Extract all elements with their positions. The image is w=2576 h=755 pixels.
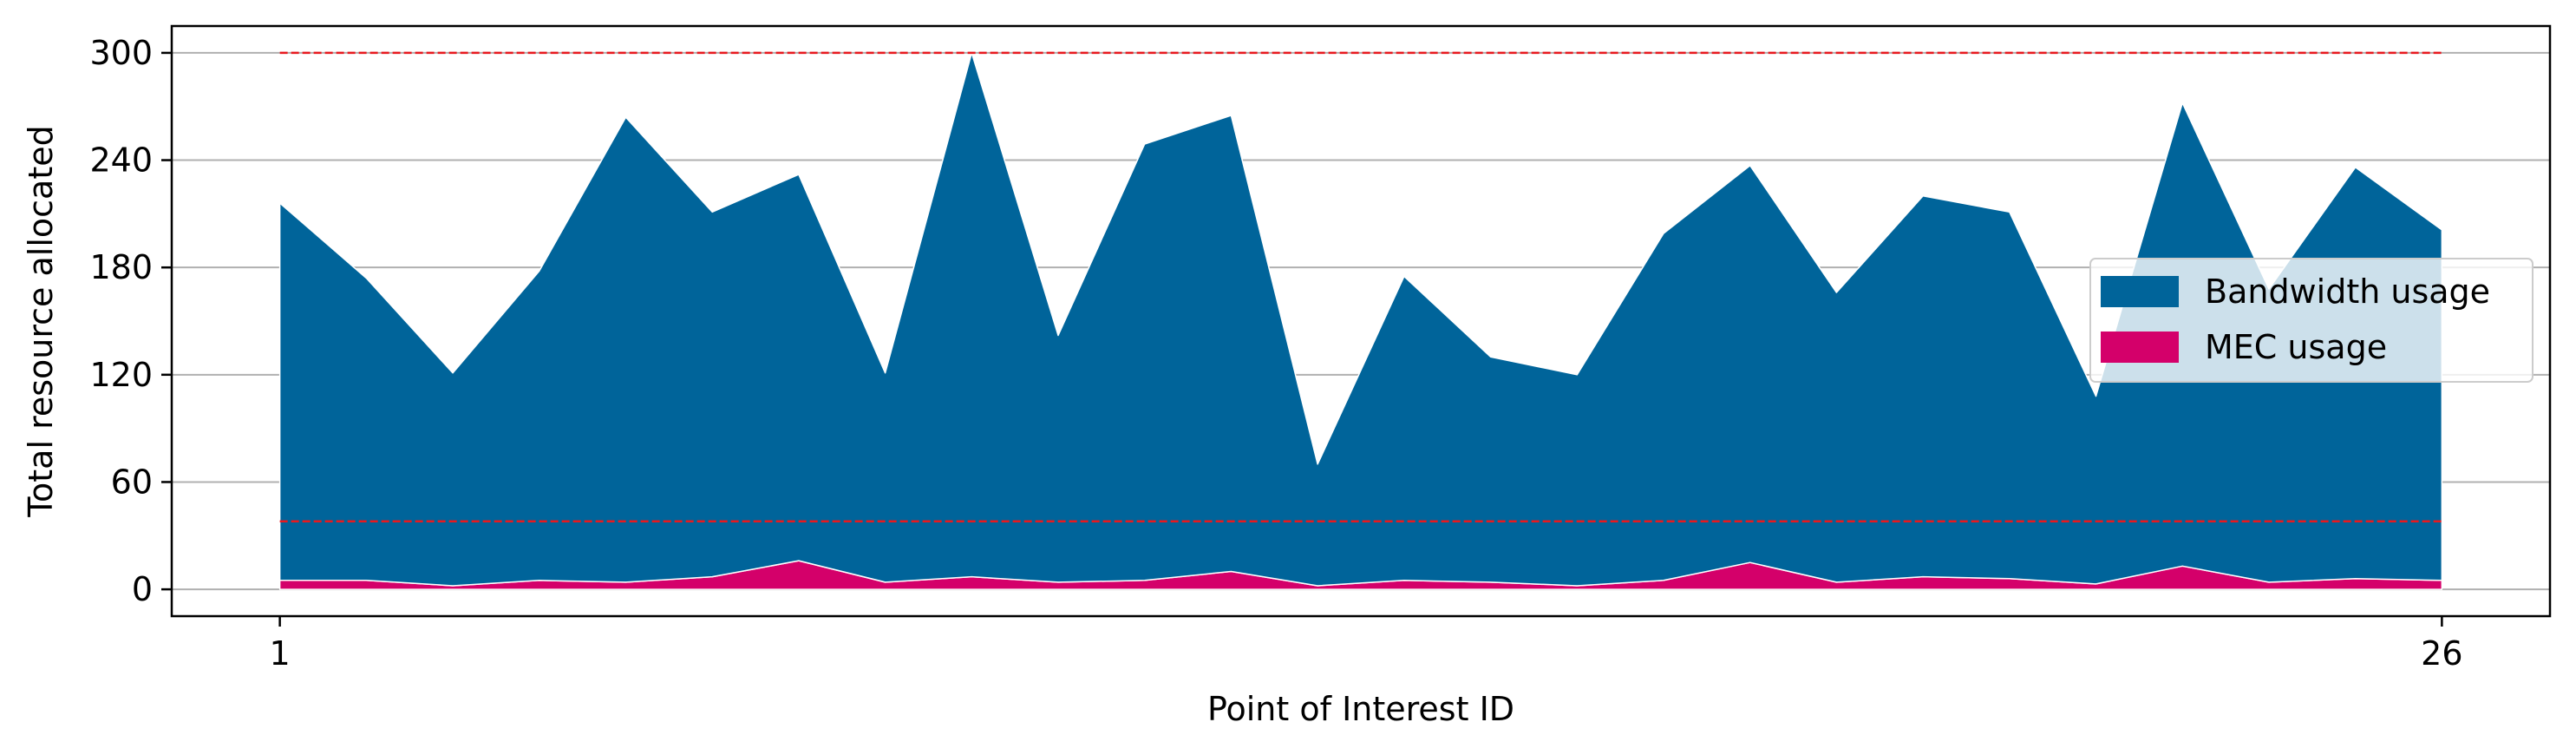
legend-swatch bbox=[2101, 332, 2179, 363]
legend-swatch bbox=[2101, 276, 2179, 307]
legend-label: Bandwidth usage bbox=[2205, 272, 2490, 311]
y-tick-label: 120 bbox=[89, 356, 153, 394]
y-axis-title: Total resource allocated bbox=[22, 125, 60, 518]
bandwidth-usage-area bbox=[278, 52, 2443, 587]
x-axis-ticks: 1 26 bbox=[270, 616, 2463, 673]
legend-label: MEC usage bbox=[2205, 328, 2387, 366]
x-tick-label: 1 bbox=[270, 634, 291, 673]
x-tick-label: 26 bbox=[2421, 634, 2462, 673]
legend: Bandwidth usage MEC usage bbox=[2089, 258, 2534, 383]
y-tick-label: 300 bbox=[89, 34, 153, 72]
y-axis-ticks: 0 60 120 180 240 300 bbox=[89, 34, 172, 608]
y-tick-label: 240 bbox=[89, 141, 153, 180]
plot-frame bbox=[170, 24, 2552, 618]
legend-box bbox=[2089, 258, 2534, 383]
y-tick-label: 180 bbox=[89, 248, 153, 286]
series-areas bbox=[278, 52, 2443, 590]
x-axis-title: Point of Interest ID bbox=[1207, 690, 1514, 728]
y-tick-label: 60 bbox=[111, 463, 153, 501]
y-tick-label: 0 bbox=[132, 570, 153, 608]
